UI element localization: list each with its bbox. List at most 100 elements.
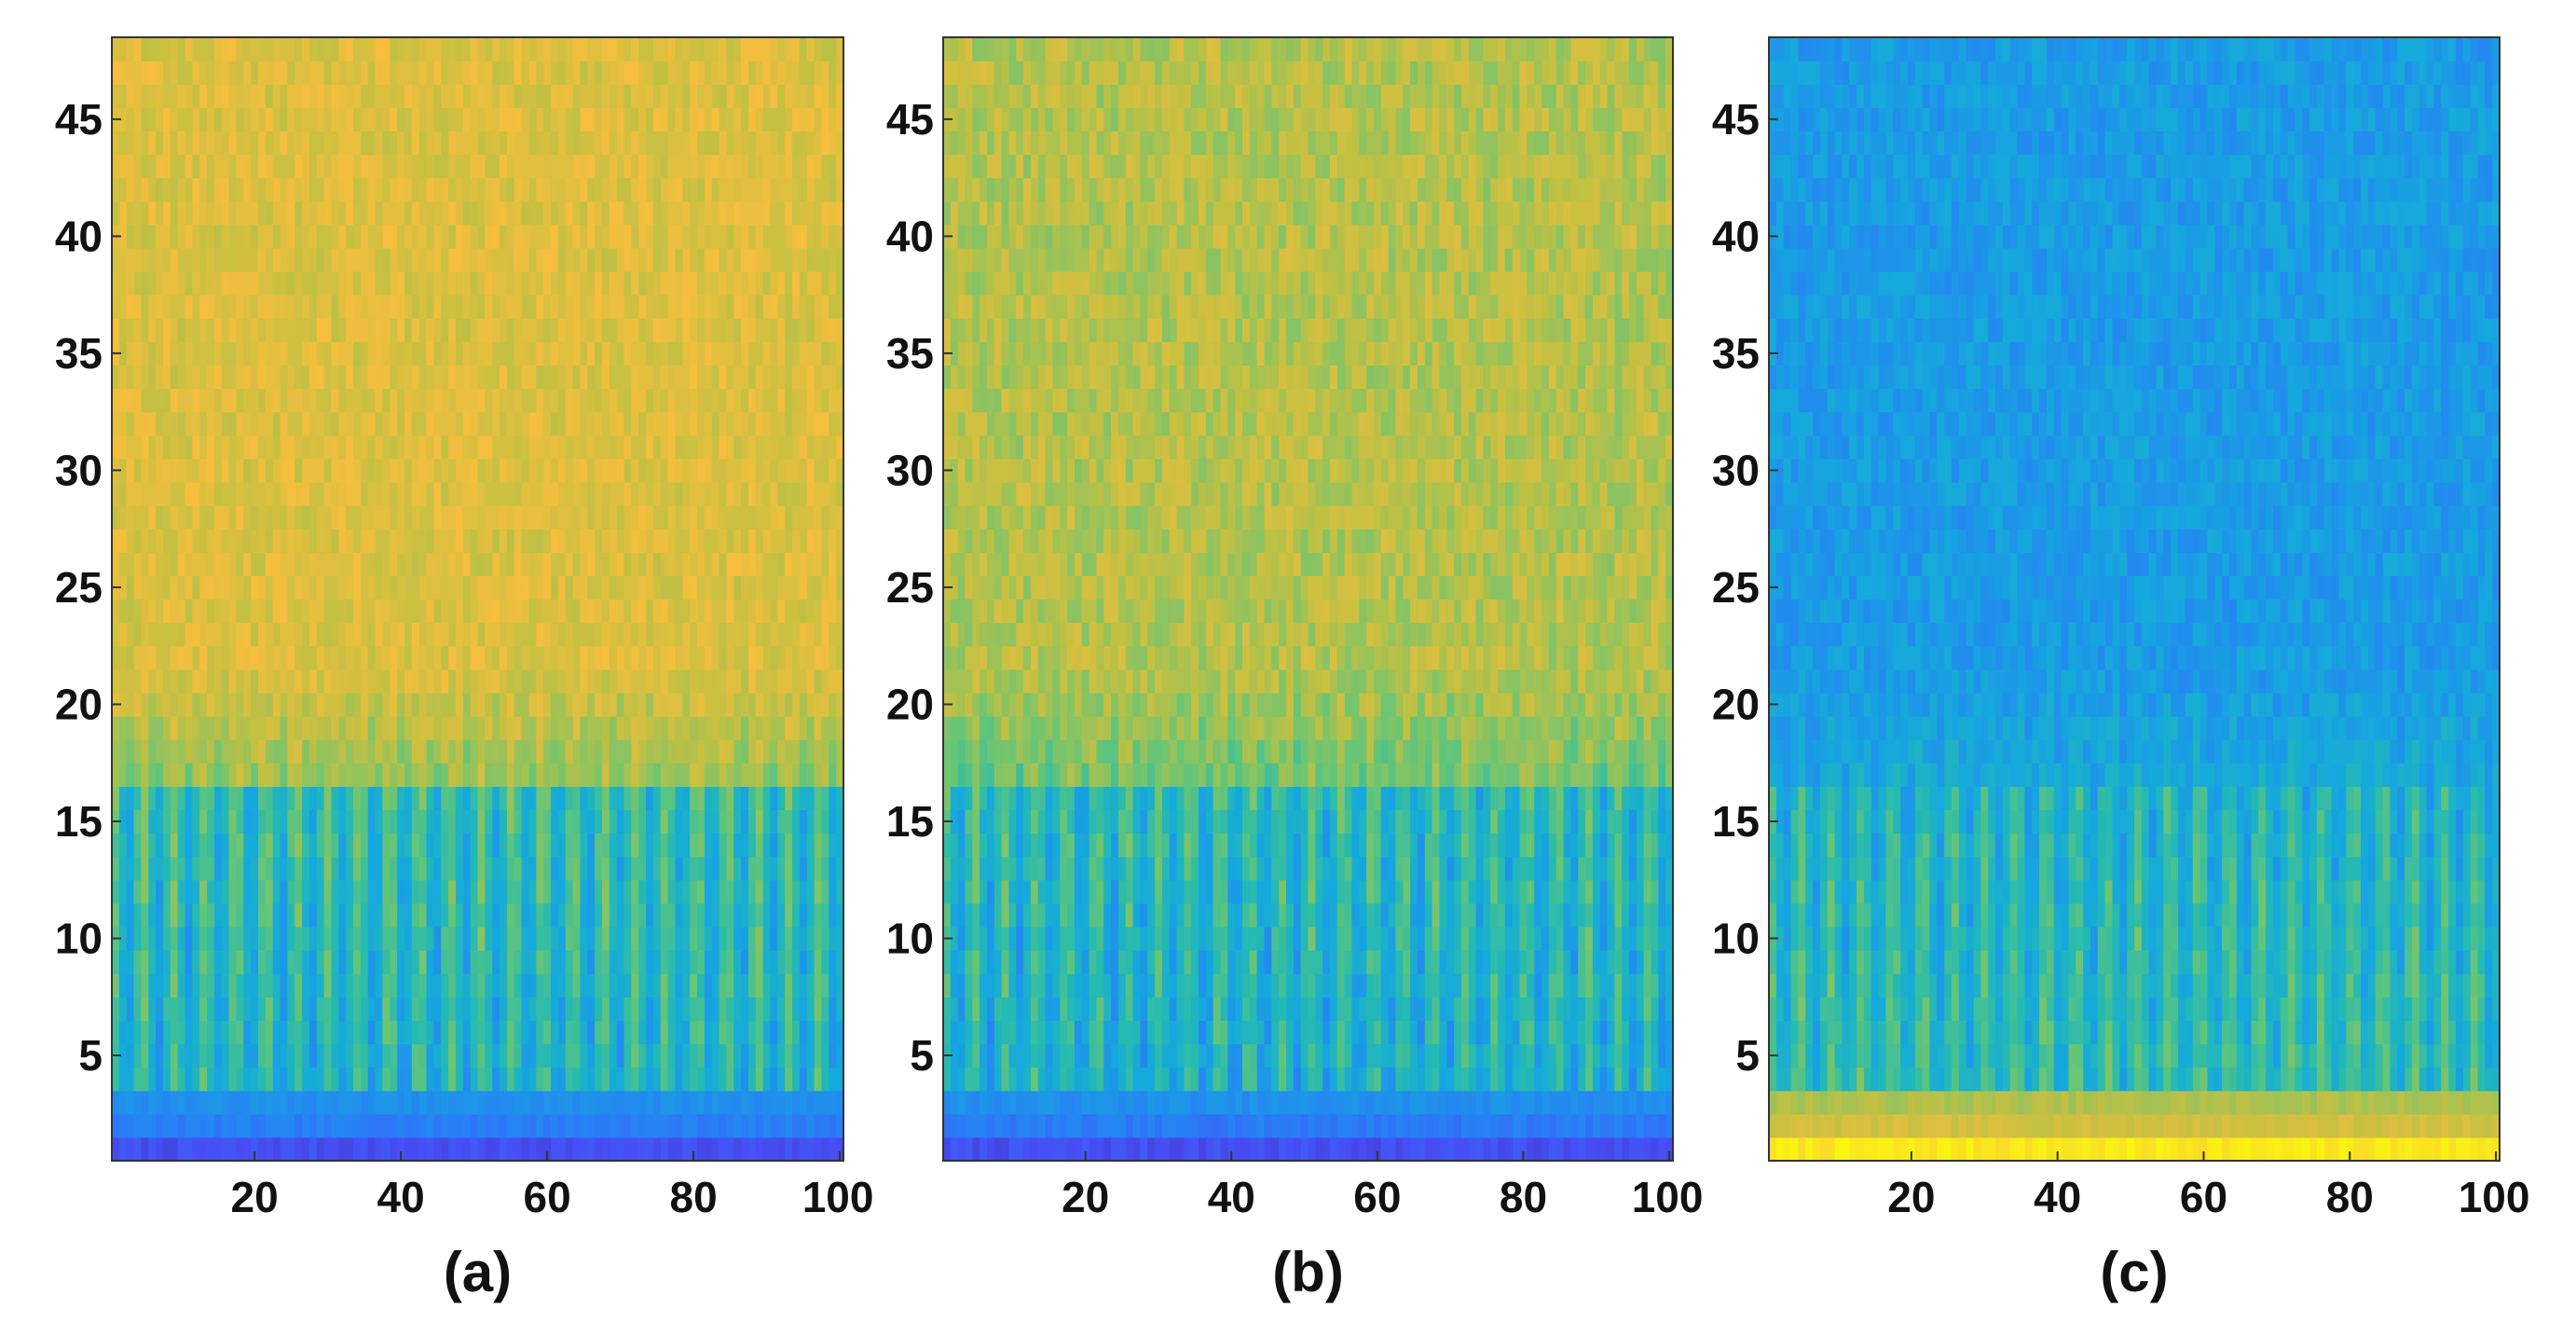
heatmap-cell (492, 833, 500, 858)
heatmap-cell (601, 505, 610, 530)
heatmap-cell (258, 879, 267, 904)
heatmap-cell (492, 411, 500, 436)
heatmap-cell (156, 575, 164, 600)
heatmap-cell (785, 107, 793, 132)
heatmap-cell (814, 481, 823, 506)
heatmap-cell (557, 481, 567, 506)
heatmap-cell (580, 481, 588, 506)
heatmap-cell (375, 341, 384, 366)
heatmap-cell (572, 552, 581, 576)
heatmap-cell (521, 599, 530, 624)
heatmap-cell (148, 481, 157, 506)
heatmap-cell (711, 37, 720, 62)
heatmap-cell (441, 529, 449, 553)
heatmap-cell (367, 622, 377, 647)
heatmap-cell (148, 950, 157, 974)
heatmap-cell (418, 458, 428, 483)
heatmap-cell (690, 177, 698, 202)
heatmap-cell (221, 668, 230, 694)
heatmap-cell (652, 341, 662, 366)
heatmap-cell (609, 154, 618, 179)
heatmap-cell (595, 622, 603, 647)
heatmap-cell (557, 856, 567, 881)
heatmap-cell (814, 434, 823, 460)
heatmap-cell (404, 902, 413, 928)
heatmap-cell (506, 341, 515, 366)
heatmap-cell (792, 107, 801, 132)
heatmap-cell (353, 529, 362, 553)
heatmap-cell (557, 341, 567, 366)
heatmap-cell (514, 61, 523, 85)
heatmap-cell (133, 668, 142, 694)
heatmap-cell (646, 786, 654, 811)
heatmap-cell (711, 856, 720, 881)
heatmap-cell (185, 61, 193, 85)
heatmap-cell (258, 388, 267, 413)
heatmap-cell (141, 247, 149, 272)
heatmap-cell (360, 950, 369, 974)
heatmap-cell (755, 271, 764, 296)
heatmap-cell (609, 458, 618, 483)
heatmap-cell (265, 902, 274, 928)
heatmap-cell (185, 154, 193, 179)
heatmap-cell (777, 411, 786, 436)
heatmap-cell (719, 786, 727, 811)
heatmap-cell (747, 295, 757, 319)
heatmap-cell (704, 458, 713, 483)
heatmap-cell (162, 247, 171, 272)
heatmap-cell (433, 131, 442, 156)
heatmap-cell (755, 318, 764, 342)
heatmap-cell (331, 341, 339, 366)
heatmap-cell (1498, 1136, 1506, 1162)
heatmap-cell (536, 926, 544, 951)
heatmap-cell (500, 1067, 508, 1092)
heatmap-cell (601, 622, 610, 647)
heatmap-cell (587, 529, 596, 553)
heatmap-cell (265, 154, 274, 179)
heatmap-cell (682, 552, 691, 576)
heatmap-cell (806, 575, 815, 600)
heatmap-cell (799, 833, 808, 858)
heatmap-cell (1483, 1136, 1491, 1162)
heatmap-cell (360, 716, 369, 740)
heatmap-cell (397, 1090, 405, 1115)
heatmap-cell (595, 271, 603, 296)
heatmap-cell (411, 505, 420, 530)
heatmap-cell (192, 856, 200, 881)
heatmap-cell (836, 1113, 844, 1138)
heatmap-cell (221, 529, 230, 553)
heatmap-cell (587, 388, 596, 413)
heatmap-cell (587, 224, 596, 249)
heatmap-cell (711, 1136, 720, 1162)
heatmap-cell (331, 1090, 339, 1115)
heatmap-cell (697, 902, 706, 928)
heatmap-cell (411, 341, 420, 366)
heatmap-cell (112, 247, 120, 272)
heatmap-cell (580, 458, 588, 483)
heatmap-cell (133, 1113, 142, 1138)
heatmap-cell (667, 599, 677, 624)
heatmap-cell (441, 833, 449, 858)
heatmap-cell (287, 458, 295, 483)
heatmap-cell (272, 599, 281, 624)
heatmap-cell (609, 365, 618, 390)
heatmap-cell (638, 318, 647, 342)
heatmap-cell (704, 434, 713, 460)
heatmap-cell (287, 505, 295, 530)
heatmap-cell (207, 926, 215, 951)
heatmap-cell (323, 1043, 333, 1068)
heatmap-cell (514, 879, 523, 904)
heatmap-cell (258, 622, 267, 647)
heatmap-cell (675, 529, 683, 553)
heatmap-cell (243, 434, 252, 460)
heatmap-cell (770, 505, 778, 530)
heatmap-cell (514, 318, 523, 342)
heatmap-cell (162, 552, 171, 576)
heatmap-cell (258, 1136, 267, 1162)
heatmap-cell (455, 973, 464, 998)
heatmap-cell (697, 997, 706, 1021)
heatmap-cell (221, 833, 230, 858)
heatmap-cell (177, 388, 186, 413)
heatmap-cell (652, 1136, 662, 1162)
heatmap-cell (806, 341, 815, 366)
